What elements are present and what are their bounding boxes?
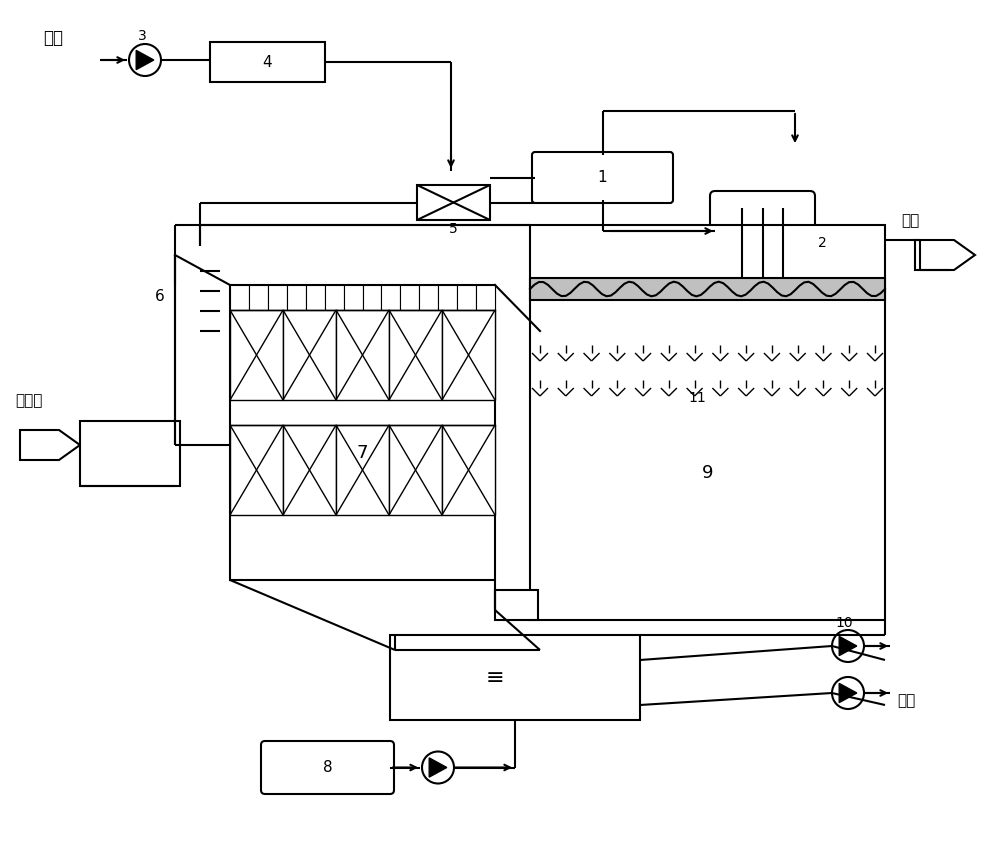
Bar [442, 310, 495, 400]
Text: 5: 5 [449, 222, 457, 236]
Text: 4: 4 [262, 55, 272, 70]
Text: 3: 3 [138, 29, 147, 43]
Bar [230, 310, 283, 400]
Bar [344, 285, 362, 310]
Polygon shape [136, 50, 154, 70]
Bar [389, 425, 442, 515]
Bar [389, 310, 442, 400]
Polygon shape [429, 758, 447, 777]
Bar [249, 285, 268, 310]
Text: 8: 8 [323, 760, 332, 775]
Text: 9: 9 [702, 463, 713, 482]
Bar [283, 425, 336, 515]
Bar [381, 285, 400, 310]
Text: 10: 10 [835, 616, 853, 630]
Bar [230, 285, 249, 310]
Bar [325, 285, 344, 310]
Bar [531, 278, 884, 300]
Text: 空气: 空气 [43, 29, 63, 47]
FancyArrow shape [20, 430, 80, 460]
Bar [362, 285, 381, 310]
Polygon shape [839, 637, 857, 656]
Text: 7: 7 [357, 443, 368, 462]
Bar [230, 285, 495, 580]
Bar [442, 425, 495, 515]
Text: 除尘器: 除尘器 [15, 394, 42, 409]
Bar [336, 310, 389, 400]
FancyArrow shape [915, 240, 975, 270]
Bar [417, 185, 490, 220]
Bar [530, 278, 885, 300]
Bar [530, 225, 885, 620]
Bar [336, 425, 389, 515]
Bar [80, 421, 180, 486]
Bar [287, 285, 306, 310]
Text: 1: 1 [598, 170, 607, 185]
Bar [390, 635, 640, 720]
Bar [495, 590, 538, 620]
Polygon shape [839, 684, 857, 702]
Text: 肥料: 肥料 [897, 694, 915, 708]
Bar [438, 285, 457, 310]
Bar [283, 310, 336, 400]
Bar [306, 285, 325, 310]
FancyBboxPatch shape [710, 191, 815, 295]
FancyBboxPatch shape [261, 741, 394, 794]
Bar [210, 42, 325, 82]
Bar [400, 285, 419, 310]
Bar [476, 285, 495, 310]
Text: 2: 2 [818, 236, 827, 250]
Bar [230, 425, 283, 515]
Bar [457, 285, 476, 310]
Bar [419, 285, 438, 310]
FancyBboxPatch shape [532, 152, 673, 203]
Text: ≡: ≡ [486, 668, 504, 687]
Text: 烟囱: 烟囱 [901, 213, 919, 228]
Text: 11: 11 [689, 391, 706, 405]
Text: 6: 6 [155, 289, 165, 304]
Bar [268, 285, 287, 310]
